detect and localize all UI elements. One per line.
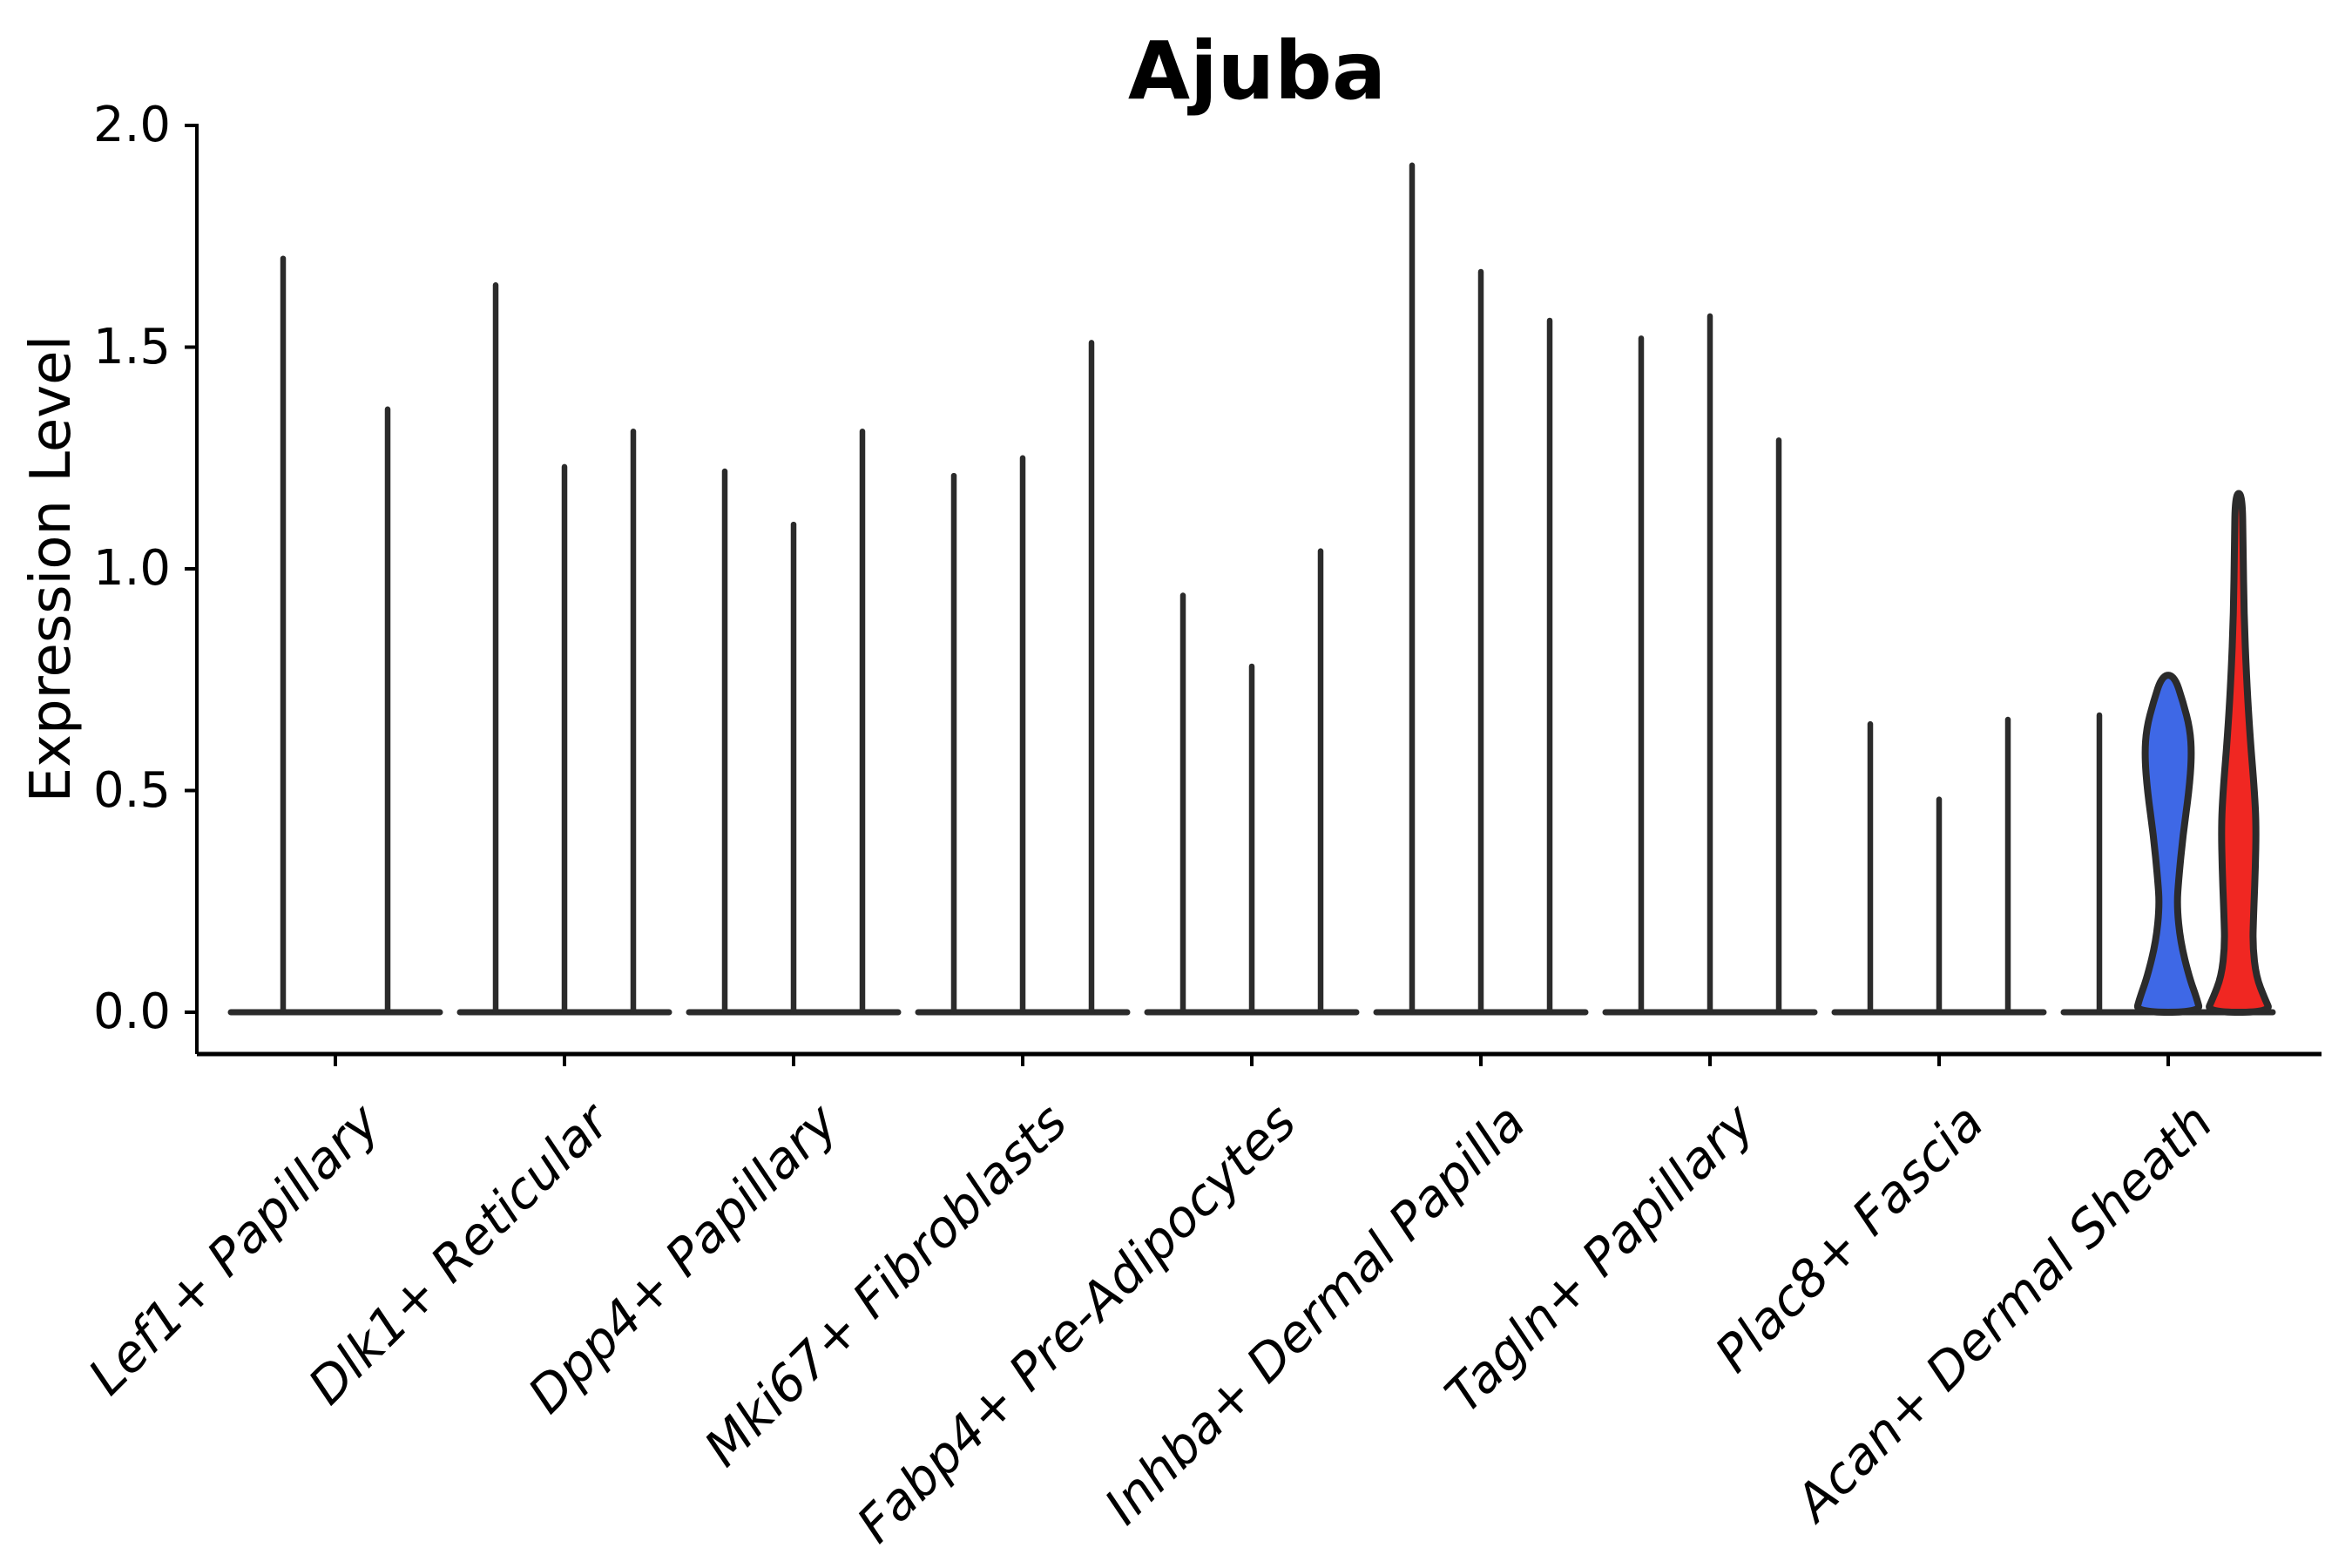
y-tick-label: 1.5 (92, 318, 171, 375)
violin-blue (2134, 672, 2202, 1016)
violin-red (2206, 490, 2272, 1016)
y-tick-label: 0.0 (92, 983, 171, 1040)
y-tick-label: 0.5 (92, 761, 171, 819)
y-tick-label: 1.0 (92, 540, 171, 597)
y-tick-label: 2.0 (92, 97, 171, 153)
chart-title: Ajuba (1127, 24, 1387, 118)
